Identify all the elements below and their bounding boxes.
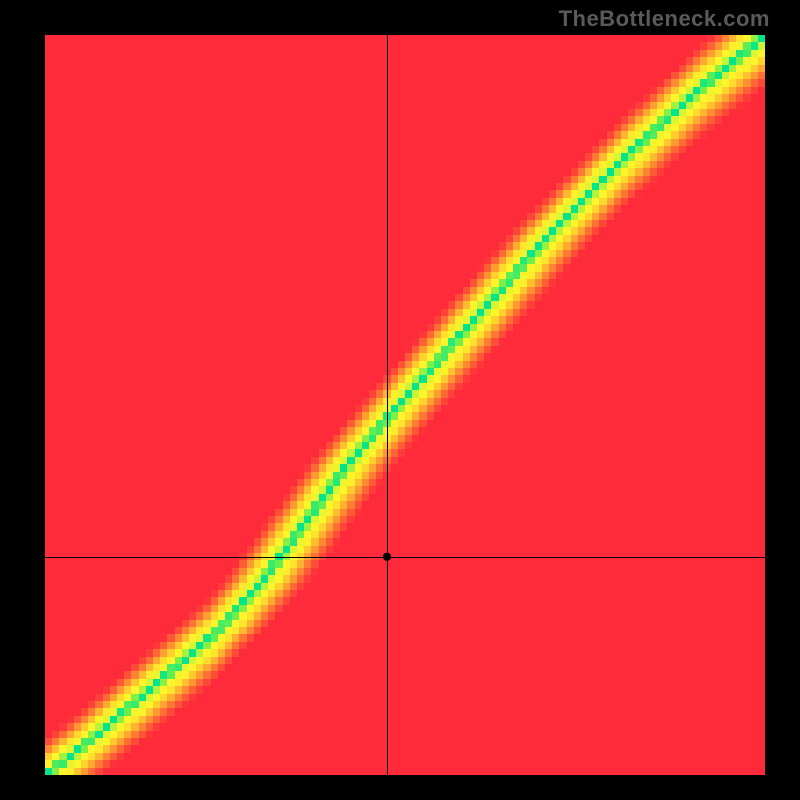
chart-container: TheBottleneck.com xyxy=(0,0,800,800)
watermark-text: TheBottleneck.com xyxy=(559,6,770,32)
bottleneck-heatmap xyxy=(0,0,800,800)
